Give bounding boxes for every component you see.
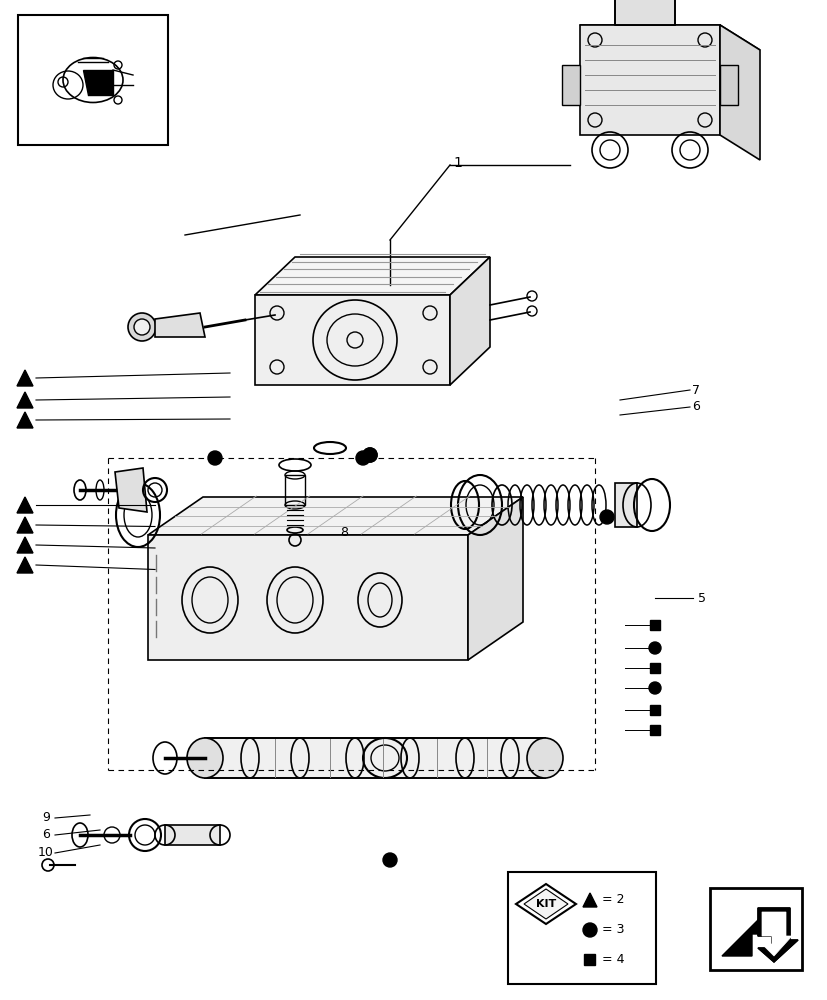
Circle shape (128, 313, 155, 341)
Bar (205, 738, 544, 778)
Polygon shape (17, 392, 33, 408)
Polygon shape (757, 908, 797, 962)
Bar (284, 475, 304, 505)
Polygon shape (115, 468, 147, 512)
Polygon shape (155, 313, 205, 337)
Polygon shape (582, 893, 596, 907)
Ellipse shape (187, 738, 222, 778)
Polygon shape (17, 537, 33, 553)
Polygon shape (579, 25, 719, 135)
Text: 10: 10 (38, 846, 54, 859)
Bar (562, 65, 579, 105)
Bar (649, 725, 659, 735)
Polygon shape (83, 70, 112, 95)
Polygon shape (719, 25, 759, 160)
Ellipse shape (270, 310, 280, 320)
Bar (614, 483, 636, 527)
Text: 6: 6 (691, 400, 699, 414)
Circle shape (582, 923, 596, 937)
Circle shape (362, 448, 376, 462)
Bar (709, 888, 801, 970)
Polygon shape (17, 412, 33, 428)
Polygon shape (17, 370, 33, 386)
Polygon shape (515, 884, 576, 924)
Polygon shape (761, 912, 791, 956)
Polygon shape (17, 557, 33, 573)
Bar (649, 705, 659, 715)
Bar (649, 620, 659, 630)
Polygon shape (148, 497, 523, 535)
Polygon shape (17, 497, 33, 513)
Polygon shape (388, 285, 391, 295)
Bar (18, 15, 168, 145)
Polygon shape (579, 25, 759, 50)
Polygon shape (17, 517, 33, 533)
Bar (649, 663, 659, 673)
Bar (584, 954, 595, 965)
Text: 7: 7 (691, 383, 699, 396)
Circle shape (356, 451, 370, 465)
Bar (165, 825, 220, 845)
Circle shape (600, 510, 614, 524)
Text: 8: 8 (340, 526, 347, 540)
Bar (614, 0, 674, 25)
Ellipse shape (362, 448, 376, 462)
Polygon shape (757, 908, 797, 962)
Text: = 2: = 2 (601, 894, 624, 906)
Text: KIT: KIT (535, 899, 556, 909)
Circle shape (648, 682, 660, 694)
Polygon shape (467, 497, 523, 660)
Polygon shape (523, 889, 567, 919)
Bar (719, 65, 737, 105)
Circle shape (134, 319, 150, 335)
Ellipse shape (526, 738, 562, 778)
Text: = 3: = 3 (601, 923, 624, 936)
Bar (205, 738, 544, 778)
Circle shape (383, 853, 396, 867)
Polygon shape (255, 295, 449, 385)
Polygon shape (449, 257, 490, 385)
Bar (508, 872, 655, 984)
Circle shape (648, 642, 660, 654)
Text: = 4: = 4 (601, 953, 624, 966)
Polygon shape (148, 535, 467, 660)
Text: 1: 1 (452, 156, 461, 170)
Text: 6: 6 (42, 828, 50, 841)
Polygon shape (721, 916, 761, 956)
Text: 5: 5 (697, 591, 705, 604)
Bar (614, 0, 674, 25)
Circle shape (208, 451, 222, 465)
Polygon shape (255, 257, 490, 295)
Text: 9: 9 (42, 811, 50, 824)
